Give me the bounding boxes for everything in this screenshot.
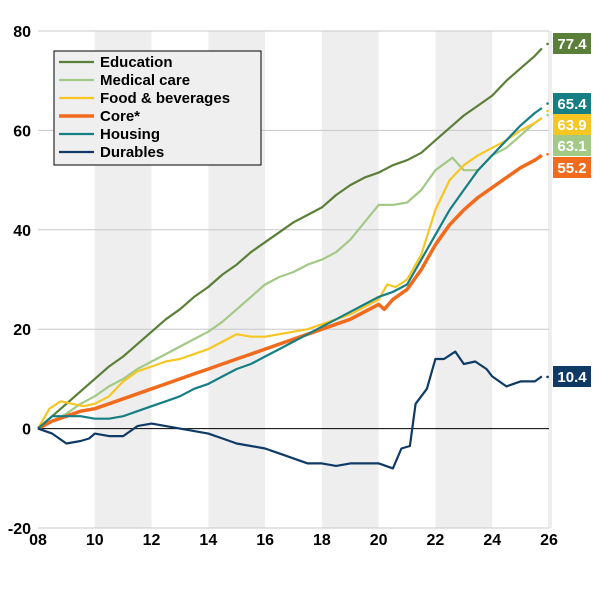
series-line-durables (37, 350, 543, 470)
end-dot (546, 152, 549, 156)
end-label-text: 63.1 (557, 138, 586, 155)
end-label-text: 65.4 (557, 96, 587, 113)
x-tick-label: 08 (29, 532, 47, 549)
x-tick-label: 22 (427, 532, 445, 549)
series-lines (37, 42, 549, 470)
end-label-box (553, 366, 591, 387)
y-tick-label: 0 (22, 422, 31, 439)
end-label-box (553, 114, 591, 135)
x-axis-ticks: 08 10 12 14 16 18 20 22 24 26 (29, 532, 558, 549)
end-value-label: 77.4 (553, 33, 591, 54)
x-tick-label: 10 (86, 532, 104, 549)
legend-label: Education (100, 54, 173, 71)
x-tick-label: 26 (540, 532, 558, 549)
end-dot (546, 375, 549, 379)
end-label-box (553, 135, 591, 156)
end-dot (546, 109, 549, 113)
end-value-label: 63.9 (553, 114, 591, 135)
end-dot (546, 113, 549, 117)
end-labels: 77.4 65.4 63.9 63.1 55.2 10.4 (553, 33, 591, 387)
series-line-housing (37, 107, 543, 430)
y-tick-label: 20 (13, 322, 31, 339)
end-value-label: 55.2 (553, 157, 591, 178)
x-tick-label: 16 (256, 532, 274, 549)
x-tick-label: 12 (143, 532, 161, 549)
legend-box (53, 50, 262, 166)
end-value-label: 63.1 (553, 135, 591, 156)
series-line-medical-care (37, 117, 543, 430)
y-tick-label: 40 (13, 223, 31, 240)
legend-label: Medical care (100, 72, 190, 89)
end-label-box (553, 33, 591, 54)
legend-label: Core* (100, 108, 140, 125)
series-line-education (37, 47, 543, 430)
series-line-core (37, 153, 543, 431)
legend-label: Durables (100, 144, 164, 161)
legend-label: Food & beverages (100, 90, 230, 107)
end-label-text: 63.9 (557, 117, 586, 134)
end-dot (546, 42, 549, 46)
end-label-box (553, 93, 591, 114)
end-label-text: 77.4 (557, 36, 587, 53)
end-value-label: 10.4 (553, 366, 591, 387)
y-axis-ticks: 80 60 40 20 0 -20 (8, 24, 31, 538)
end-value-label: 65.4 (553, 93, 591, 114)
x-tick-label: 24 (483, 532, 501, 549)
legend-label: Housing (100, 126, 160, 143)
series-line-food-beverages (37, 117, 543, 430)
end-label-box (553, 157, 591, 178)
x-tick-label: 14 (199, 532, 217, 549)
x-tick-label: 18 (313, 532, 331, 549)
x-tick-label: 20 (370, 532, 388, 549)
shaded-band (321, 31, 379, 528)
y-tick-label: -20 (8, 521, 31, 538)
y-tick-label: 80 (13, 24, 31, 41)
shaded-band (548, 31, 552, 528)
shaded-band (435, 31, 493, 528)
end-label-text: 10.4 (557, 369, 587, 386)
end-label-text: 55.2 (557, 160, 586, 177)
y-tick-label: 60 (13, 123, 31, 140)
end-dot (546, 102, 549, 105)
